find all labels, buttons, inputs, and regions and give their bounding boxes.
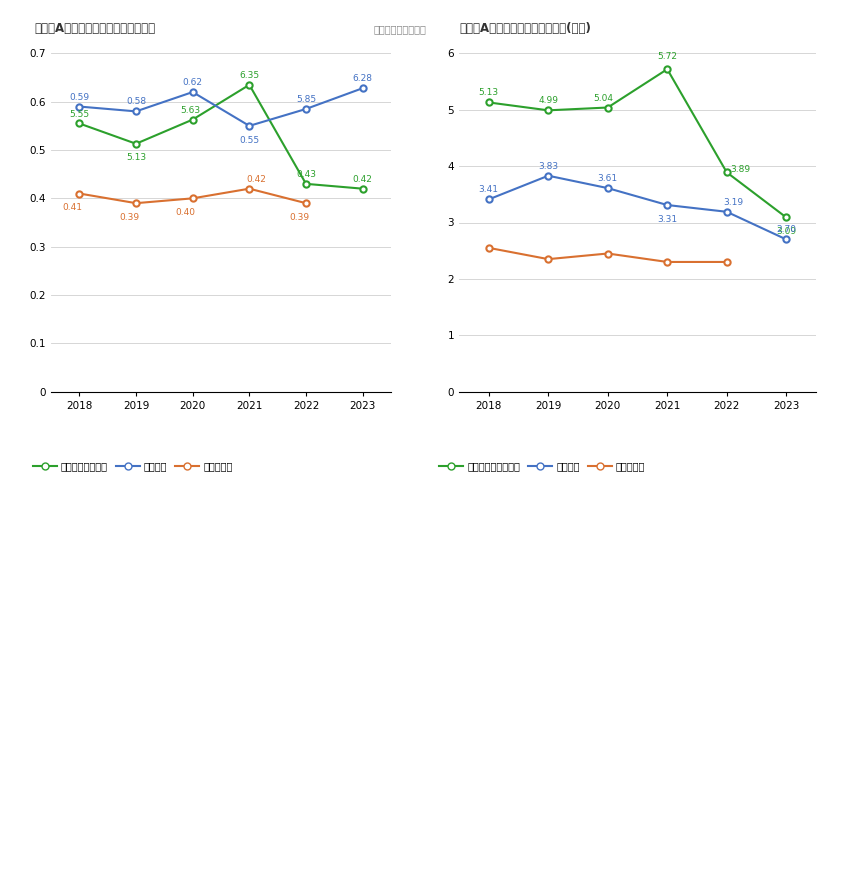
Text: 数据来源：恒生聚源: 数据来源：恒生聚源: [374, 24, 427, 34]
Text: 6.35: 6.35: [239, 71, 259, 80]
Text: 3.83: 3.83: [538, 162, 558, 171]
Text: 0.43: 0.43: [296, 170, 316, 179]
Text: 0.42: 0.42: [246, 174, 266, 183]
Text: 0.39: 0.39: [289, 213, 309, 222]
Text: 6.28: 6.28: [353, 74, 372, 84]
Text: 3.31: 3.31: [657, 214, 677, 223]
Text: 0.40: 0.40: [176, 208, 196, 217]
Text: 5.72: 5.72: [657, 53, 677, 61]
Text: 苏常柴A历年总资产周转率情况（次）: 苏常柴A历年总资产周转率情况（次）: [34, 22, 155, 35]
Text: 3.41: 3.41: [479, 185, 499, 194]
Text: 3.89: 3.89: [731, 166, 751, 174]
Text: 0.55: 0.55: [239, 135, 259, 144]
Legend: 公司固定资产周转率, 行业均值, 行业中位数: 公司固定资产周转率, 行业均值, 行业中位数: [435, 457, 649, 475]
Legend: 公司总资产周转率, 行业均值, 行业中位数: 公司总资产周转率, 行业均值, 行业中位数: [29, 457, 236, 475]
Text: 5.13: 5.13: [126, 153, 146, 162]
Text: 5.55: 5.55: [69, 109, 89, 118]
Text: 5.13: 5.13: [479, 88, 499, 98]
Text: 0.42: 0.42: [353, 174, 372, 183]
Text: 3.09: 3.09: [776, 227, 796, 236]
Text: 4.99: 4.99: [538, 96, 558, 105]
Text: 3.19: 3.19: [723, 198, 744, 206]
Text: 5.63: 5.63: [180, 106, 200, 115]
Text: 3.61: 3.61: [598, 174, 618, 183]
Text: 5.85: 5.85: [296, 95, 316, 104]
Text: 0.39: 0.39: [119, 213, 139, 222]
Text: 苏常柴A历年固定资产周转率情况(次次): 苏常柴A历年固定资产周转率情况(次次): [459, 22, 591, 35]
Text: 2.70: 2.70: [776, 225, 796, 234]
Text: 0.59: 0.59: [69, 93, 89, 101]
Text: 0.62: 0.62: [183, 78, 202, 87]
Text: 5.04: 5.04: [593, 93, 614, 102]
Text: 0.41: 0.41: [62, 203, 82, 212]
Text: 0.58: 0.58: [126, 97, 146, 107]
